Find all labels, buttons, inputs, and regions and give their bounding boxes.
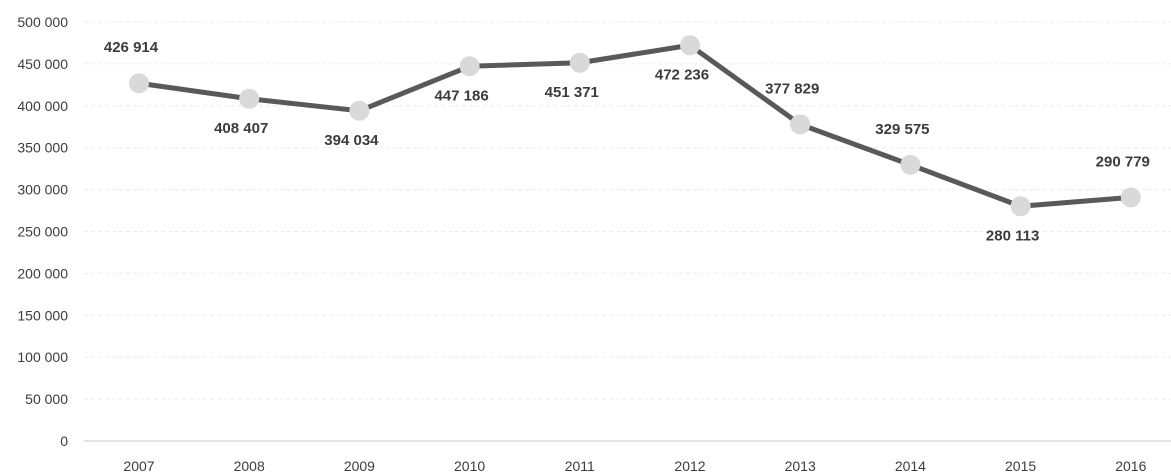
- data-point: [239, 88, 260, 109]
- data-label: 394 034: [324, 132, 379, 149]
- y-tick-label: 0: [60, 433, 68, 449]
- data-label: 280 113: [986, 227, 1039, 244]
- data-label: 377 829: [765, 80, 819, 97]
- data-point: [1010, 196, 1031, 217]
- data-point: [569, 52, 590, 73]
- y-tick-label: 300 000: [17, 182, 68, 198]
- series-line: [136, 42, 1134, 209]
- x-tick-label: 2009: [344, 458, 375, 474]
- y-tick-label: 250 000: [17, 224, 68, 240]
- data-label: 408 407: [214, 120, 268, 137]
- data-label: 290 779: [1096, 153, 1150, 170]
- data-label-layer: 426 914 408 407 394 034 447 186 451 371 472 2…: [104, 39, 1150, 244]
- x-tick-label: 2013: [785, 458, 816, 474]
- y-tick-label: 50 000: [25, 391, 68, 407]
- x-tick-label: 2014: [895, 458, 926, 474]
- y-tick-label: 500 000: [17, 14, 68, 30]
- data-point: [459, 56, 480, 77]
- y-tick-label: 100 000: [17, 349, 68, 365]
- x-tick-label: 2016: [1115, 458, 1146, 474]
- data-label: 472 236: [655, 66, 709, 83]
- data-point: [349, 100, 370, 121]
- data-label: 451 371: [545, 84, 599, 101]
- data-point: [900, 154, 921, 175]
- data-label: 329 575: [875, 121, 929, 138]
- x-tick-label: 2015: [1005, 458, 1036, 474]
- y-tick-label: 150 000: [17, 307, 68, 323]
- data-label: 426 914: [104, 39, 159, 56]
- y-tick-label: 350 000: [17, 140, 68, 156]
- series-layer: [129, 35, 1141, 217]
- x-tick-label: 2007: [123, 458, 154, 474]
- data-point: [1120, 187, 1141, 208]
- x-tick-label: 2010: [454, 458, 485, 474]
- data-point: [790, 114, 811, 135]
- y-tick-label: 450 000: [17, 56, 68, 72]
- data-label: 447 186: [434, 87, 488, 104]
- x-axis: 2007 2008 2009 2010 2011 2012 2013 2014 2015 2016: [84, 440, 1171, 474]
- data-point: [680, 35, 700, 56]
- grid-layer: [84, 21, 1171, 400]
- x-tick-label: 2011: [565, 458, 595, 474]
- y-tick-label: 400 000: [17, 98, 68, 114]
- y-tick-label: 200 000: [17, 265, 68, 281]
- data-point: [129, 73, 149, 94]
- x-tick-label: 2008: [234, 458, 265, 474]
- x-tick-label: 2012: [674, 458, 705, 474]
- y-axis: 0 50 000 100 000 150 000 200 000 250 000 300 0…: [17, 14, 68, 449]
